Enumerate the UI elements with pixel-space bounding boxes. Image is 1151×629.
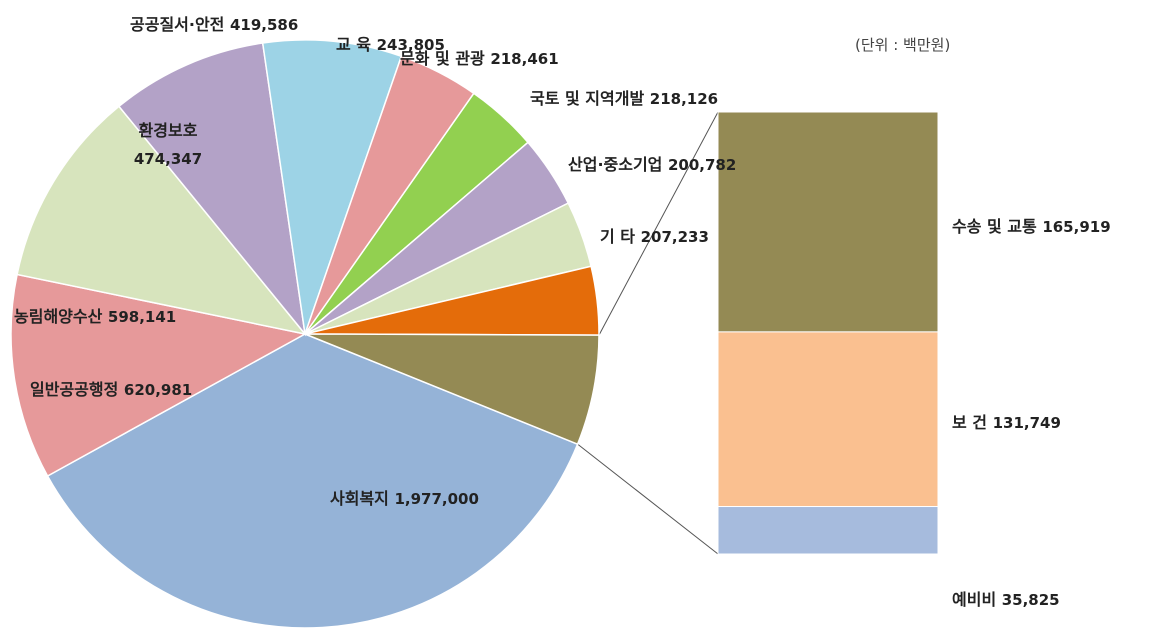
breakdown-segment-2 [717, 331, 939, 508]
slice-1 [46, 333, 579, 629]
breakdown-label-3: 예비비 35,825 [952, 590, 1060, 609]
slice-label-1: 사회복지 1,977,000 [330, 489, 479, 508]
slice-label-name-4: 환경보호 [139, 121, 198, 140]
breakdown-label-2: 보 건 131,749 [952, 413, 1061, 432]
slice-label-5: 공공질서·안전 419,586 [130, 15, 298, 34]
connector-bottom [577, 443, 719, 555]
slice-label-9: 산업·중소기업 200,782 [568, 155, 736, 174]
slice-label-3: 농림해양수산 598,141 [14, 307, 176, 326]
unit-label: (단위 : 백만원) [855, 36, 950, 54]
slice-label-2: 일반공공행정 620,981 [30, 380, 192, 399]
slice-label-8: 국토 및 지역개발 218,126 [530, 89, 718, 108]
slice-label-6: 교 육 243,805 [336, 35, 445, 54]
breakdown-segment-1 [717, 111, 939, 333]
slice-4 [117, 42, 307, 337]
breakdown-bar [717, 111, 939, 555]
connector-top [598, 111, 719, 336]
labels: 사회복지 1,977,000 일반공공행정 620,981 농림해양수산 598,1… [14, 15, 1111, 609]
connector-lines [577, 111, 719, 555]
slice-label-10: 기 타 207,233 [600, 227, 709, 246]
pie [10, 39, 600, 629]
slice-label-value-4: 474,347 [134, 150, 202, 168]
slice-5 [261, 39, 403, 335]
breakdown-label-1: 수송 및 교통 165,919 [952, 217, 1111, 236]
slice-label-7: 문화 및 관광 218,461 [400, 49, 559, 68]
breakdown-segment-3 [717, 506, 939, 555]
slice-3 [16, 105, 307, 336]
slice-11 [304, 333, 600, 446]
slice-2 [10, 273, 308, 478]
